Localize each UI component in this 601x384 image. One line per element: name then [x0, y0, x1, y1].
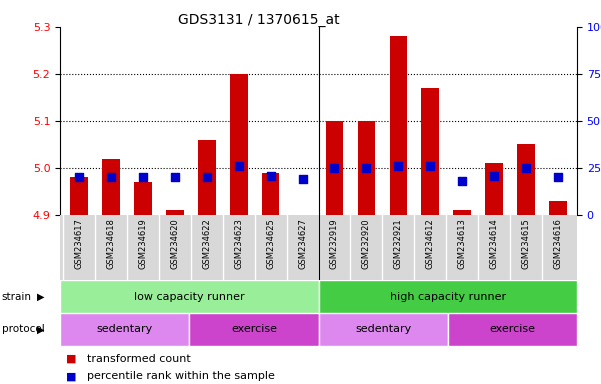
Text: transformed count: transformed count — [87, 354, 191, 364]
Text: GSM232921: GSM232921 — [394, 218, 403, 269]
Bar — [421, 88, 439, 215]
Bar — [102, 159, 120, 215]
Point — [297, 176, 307, 182]
Bar — [485, 163, 503, 215]
Text: GSM234617: GSM234617 — [75, 218, 84, 269]
Text: GSM232920: GSM232920 — [362, 218, 371, 269]
Point — [106, 174, 116, 180]
Bar — [134, 182, 152, 215]
Point — [521, 165, 531, 171]
Point — [202, 174, 212, 180]
Text: GSM234614: GSM234614 — [489, 218, 498, 269]
Bar — [319, 313, 448, 346]
Point — [234, 163, 243, 169]
Bar — [166, 210, 184, 215]
Text: ■: ■ — [66, 354, 76, 364]
Bar — [262, 173, 279, 215]
Text: ▶: ▶ — [37, 291, 44, 302]
Text: GSM234622: GSM234622 — [203, 218, 212, 269]
Text: GSM234618: GSM234618 — [106, 218, 115, 269]
Text: ■: ■ — [66, 371, 76, 381]
Bar — [60, 313, 189, 346]
Point — [75, 174, 84, 180]
Text: GSM234612: GSM234612 — [426, 218, 435, 269]
Point — [138, 174, 148, 180]
Text: GSM234615: GSM234615 — [522, 218, 531, 269]
Bar — [448, 313, 577, 346]
Text: exercise: exercise — [231, 324, 277, 334]
Bar — [549, 201, 567, 215]
Point — [553, 174, 563, 180]
Text: GSM234620: GSM234620 — [171, 218, 180, 269]
Point — [170, 174, 180, 180]
Text: exercise: exercise — [489, 324, 535, 334]
Bar — [517, 144, 535, 215]
Bar — [198, 140, 216, 215]
Bar — [60, 280, 319, 313]
Point — [362, 165, 371, 171]
Point — [394, 163, 403, 169]
Text: GSM234613: GSM234613 — [457, 218, 466, 269]
Text: GSM234616: GSM234616 — [554, 218, 563, 269]
Text: GSM234619: GSM234619 — [139, 218, 148, 269]
Text: high capacity runner: high capacity runner — [389, 291, 506, 302]
Bar — [70, 177, 88, 215]
Text: ▶: ▶ — [37, 324, 44, 334]
Point — [489, 172, 499, 179]
Point — [457, 178, 467, 184]
Bar — [230, 74, 248, 215]
Text: GSM232919: GSM232919 — [330, 218, 339, 269]
Bar — [319, 280, 577, 313]
Bar — [358, 121, 375, 215]
Point — [266, 172, 275, 179]
Text: sedentary: sedentary — [355, 324, 411, 334]
Text: low capacity runner: low capacity runner — [134, 291, 245, 302]
Bar — [189, 313, 319, 346]
Text: GSM234627: GSM234627 — [298, 218, 307, 269]
Bar — [389, 36, 407, 215]
Text: GDS3131 / 1370615_at: GDS3131 / 1370615_at — [178, 13, 339, 27]
Bar — [453, 210, 471, 215]
Point — [330, 165, 340, 171]
Bar — [326, 121, 343, 215]
Text: percentile rank within the sample: percentile rank within the sample — [87, 371, 275, 381]
Text: GSM234625: GSM234625 — [266, 218, 275, 269]
Point — [426, 163, 435, 169]
Text: GSM234623: GSM234623 — [234, 218, 243, 269]
Text: strain: strain — [2, 291, 32, 302]
Text: sedentary: sedentary — [97, 324, 153, 334]
Text: protocol: protocol — [2, 324, 44, 334]
